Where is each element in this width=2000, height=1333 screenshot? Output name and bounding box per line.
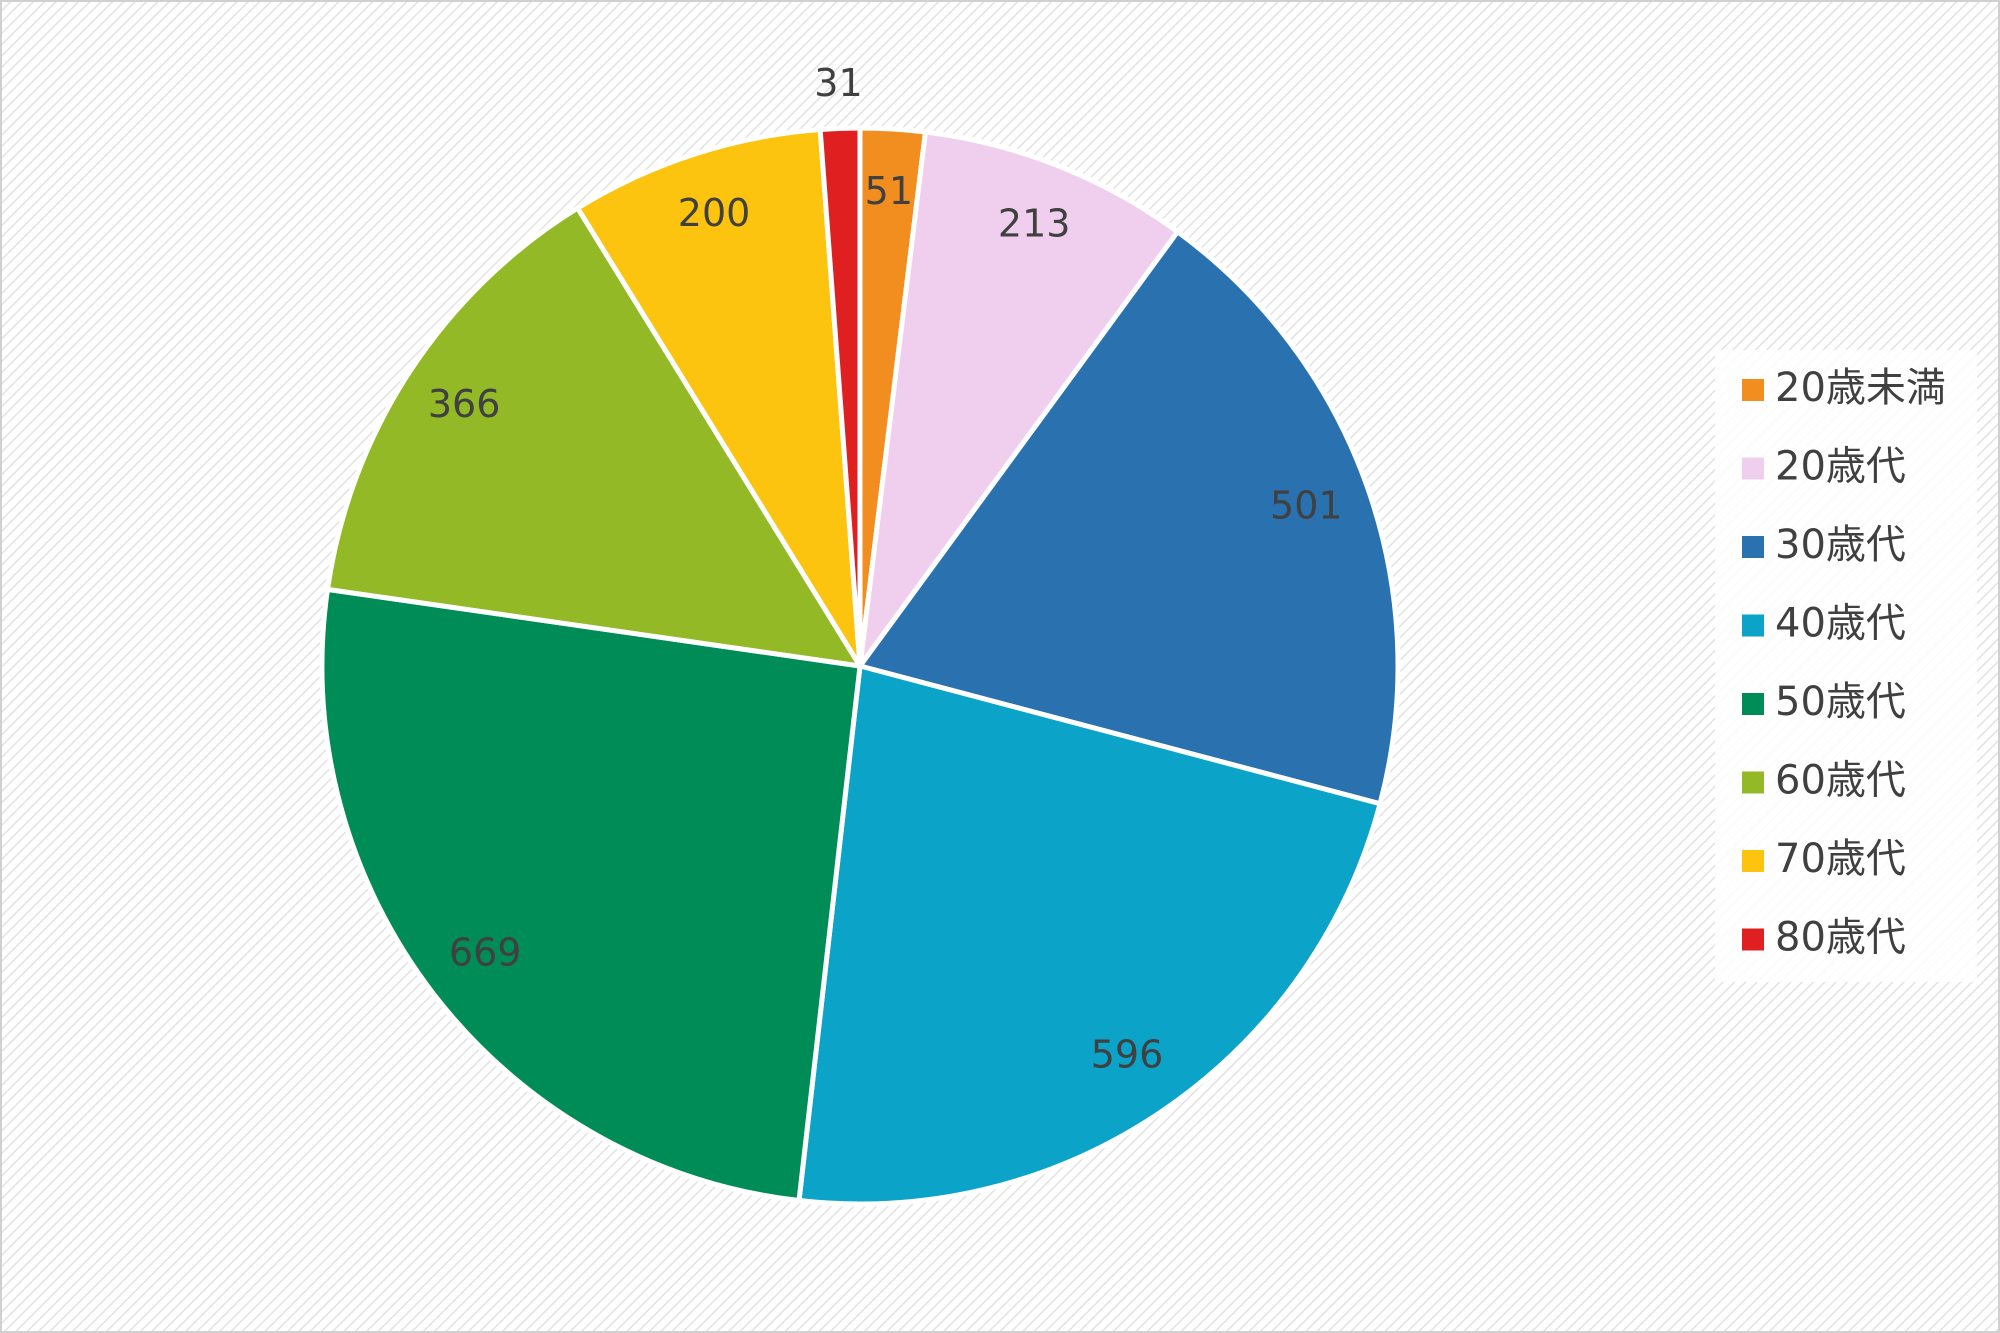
legend-swatch (1742, 379, 1764, 401)
legend-swatch (1742, 536, 1764, 558)
legend-label: 20歳代 (1775, 444, 1906, 490)
legend-swatch (1742, 771, 1764, 794)
legend-label: 70歳代 (1775, 836, 1906, 882)
legend-label: 60歳代 (1775, 758, 1906, 804)
pie-slice (796, 662, 1384, 1207)
legend-swatch (1742, 928, 1764, 951)
data-label: 669 (449, 931, 522, 975)
pie-slice (319, 586, 863, 1204)
legend-swatch (1742, 614, 1764, 637)
pie-slice (324, 204, 865, 670)
data-label: 501 (1270, 484, 1343, 528)
legend-swatch (1742, 850, 1764, 872)
legend-label: 40歳代 (1775, 601, 1906, 647)
pie-slice (817, 125, 863, 667)
data-label: 596 (1091, 1032, 1164, 1076)
legend-label: 80歳代 (1775, 915, 1906, 961)
data-label: 213 (998, 201, 1071, 245)
pie-slice (574, 126, 863, 668)
data-label: 366 (428, 382, 501, 426)
data-label: 31 (814, 61, 862, 105)
pie-slice (856, 129, 1182, 676)
data-label: 200 (678, 191, 751, 235)
data-label: 51 (865, 169, 913, 213)
legend-swatch (1742, 457, 1764, 480)
legend-label: 30歳代 (1775, 522, 1906, 568)
legend-label: 50歳代 (1775, 679, 1906, 725)
legend-label: 20歳未満 (1775, 365, 1946, 411)
legend-background (1715, 350, 1977, 982)
pie-slice (855, 228, 1401, 807)
legend-swatch (1742, 693, 1764, 715)
